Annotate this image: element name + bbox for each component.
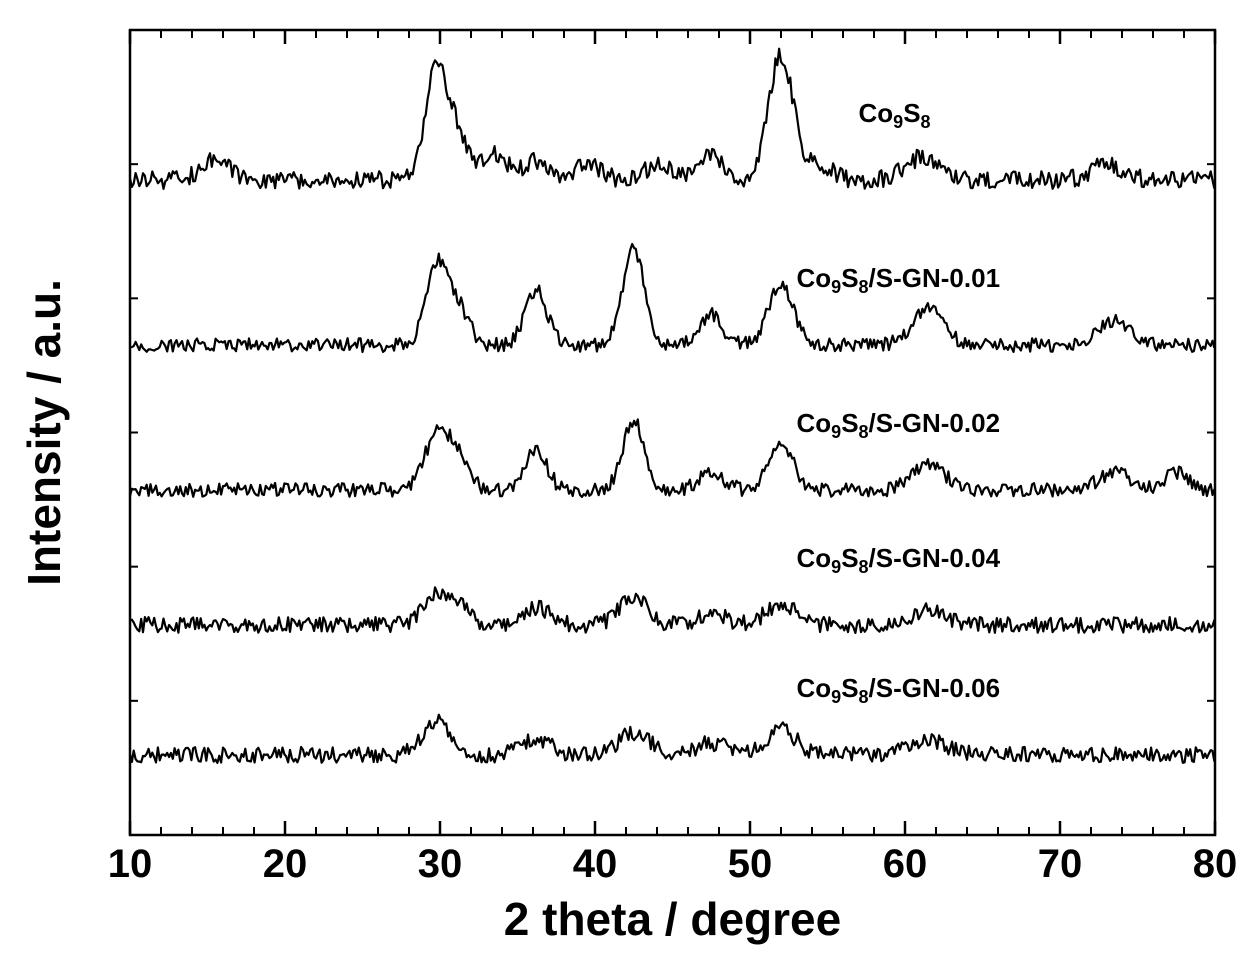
plot-frame <box>130 30 1215 835</box>
xrd-trace-sgn004 <box>130 587 1214 633</box>
series-label-sgn002: Co9S8/S-GN-0.02 <box>797 408 1001 442</box>
xrd-chart: 10 20 30 40 50 60 70 80 2 theta / degree Intensit… <box>0 0 1240 959</box>
series-label-sgn001: Co9S8/S-GN-0.01 <box>797 263 1001 297</box>
xtick-label: 70 <box>1038 842 1083 886</box>
y-axis-title: Intensity / a.u. <box>18 279 70 586</box>
xrd-trace-sgn006 <box>130 715 1214 763</box>
xrd-trace-sgn002 <box>130 419 1214 497</box>
series-label-sgn006: Co9S8/S-GN-0.06 <box>797 673 1001 707</box>
xtick-label: 20 <box>263 842 308 886</box>
series-label-co9s8: Co9S8 <box>859 98 931 132</box>
xtick-label: 10 <box>108 842 153 886</box>
series-label-sgn004: Co9S8/S-GN-0.04 <box>797 543 1001 577</box>
x-axis-title: 2 theta / degree <box>504 893 841 945</box>
xtick-label: 30 <box>418 842 463 886</box>
xrd-trace-sgn001 <box>130 244 1214 352</box>
xtick-label: 40 <box>573 842 618 886</box>
xtick-label: 50 <box>728 842 773 886</box>
xrd-trace-co9s8 <box>130 49 1214 189</box>
xtick-label: 80 <box>1193 842 1238 886</box>
xtick-label: 60 <box>883 842 928 886</box>
